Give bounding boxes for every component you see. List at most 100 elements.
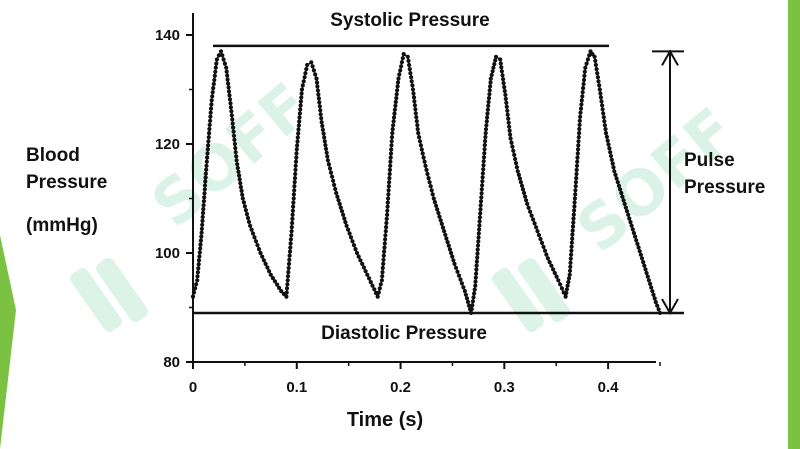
waveform-point: [313, 72, 318, 77]
waveform-point: [438, 218, 443, 223]
waveform-point: [386, 188, 391, 193]
waveform-point: [415, 123, 420, 128]
waveform-point: [425, 171, 430, 177]
waveform-point: [211, 81, 216, 87]
waveform-point: [490, 69, 495, 74]
waveform-point: [315, 84, 320, 89]
waveform-point: [377, 286, 382, 291]
waveform-point: [250, 231, 256, 236]
waveform-point: [479, 195, 484, 200]
waveform-point: [360, 261, 365, 266]
waveform-point: [293, 167, 298, 172]
waveform-point: [294, 147, 299, 152]
waveform-point: [315, 88, 320, 93]
waveform-point: [253, 239, 259, 244]
waveform-point: [285, 274, 291, 279]
waveform-point: [295, 135, 300, 140]
y-axis-label-line2: Pressure: [26, 172, 108, 193]
waveform-point: [194, 282, 199, 287]
waveform-point: [380, 270, 385, 275]
waveform-point: [593, 58, 598, 64]
waveform-point: [212, 73, 217, 78]
waveform-point: [506, 116, 511, 121]
waveform-point: [610, 161, 615, 166]
waveform-point: [578, 114, 583, 119]
waveform-point: [487, 88, 492, 93]
waveform-point: [464, 296, 470, 301]
waveform-point: [487, 92, 492, 97]
waveform-point: [411, 95, 417, 100]
waveform-point: [203, 179, 208, 184]
waveform-point: [459, 281, 464, 286]
waveform-point: [203, 171, 208, 176]
waveform-point: [576, 139, 581, 144]
waveform-point: [275, 282, 280, 287]
waveform-point: [475, 247, 480, 252]
waveform-point: [208, 106, 214, 111]
diastolic-pressure-label: Diastolic Pressure: [321, 323, 487, 344]
waveform-point: [575, 147, 581, 152]
waveform-point: [291, 192, 296, 197]
waveform-point: [195, 270, 200, 275]
waveform-point: [290, 212, 295, 217]
waveform-point: [643, 267, 648, 272]
waveform-point: [297, 115, 302, 120]
waveform-point: [316, 92, 321, 97]
waveform-point: [522, 190, 527, 196]
waveform-point: [458, 277, 463, 282]
waveform-point: [463, 292, 468, 297]
waveform-point: [603, 127, 608, 132]
waveform-point: [574, 176, 579, 181]
waveform-point: [347, 231, 352, 236]
waveform-point: [498, 61, 503, 66]
waveform-point: [258, 250, 263, 256]
waveform-point: [318, 108, 323, 113]
waveform-point: [417, 135, 422, 140]
waveform-point: [206, 135, 211, 140]
waveform-point: [514, 165, 520, 170]
waveform-point: [248, 223, 253, 228]
waveform-point: [566, 280, 571, 285]
waveform-point: [291, 196, 296, 201]
waveform-point: [389, 139, 394, 144]
waveform-point: [484, 119, 489, 124]
waveform-point: [201, 199, 206, 204]
waveform-point: [291, 200, 296, 205]
waveform-point: [503, 92, 508, 97]
waveform-point: [563, 294, 568, 299]
waveform-point: [299, 95, 304, 100]
waveform-point: [526, 205, 531, 210]
waveform-point: [268, 272, 273, 277]
waveform-point: [323, 146, 329, 151]
waveform-point: [602, 119, 607, 124]
waveform-point: [376, 290, 381, 295]
waveform-point: [541, 244, 546, 249]
waveform-point: [332, 182, 337, 187]
waveform-point: [569, 248, 574, 253]
waveform-point: [208, 118, 213, 123]
waveform-point: [216, 53, 221, 58]
waveform-point: [342, 216, 347, 221]
waveform-point: [293, 159, 299, 164]
waveform-point: [472, 291, 477, 296]
waveform-point: [531, 217, 536, 222]
waveform-point: [429, 188, 434, 193]
waveform-point: [492, 62, 497, 67]
waveform-point: [256, 247, 262, 252]
waveform-point: [368, 280, 373, 285]
waveform-point: [595, 75, 601, 80]
waveform-point: [471, 295, 476, 300]
waveform-point: [480, 175, 485, 180]
waveform-point: [456, 273, 462, 278]
waveform-point: [375, 294, 380, 299]
waveform-point: [197, 254, 202, 259]
waveform-point: [598, 95, 604, 100]
waveform-point: [600, 103, 605, 108]
waveform-point: [534, 225, 539, 230]
waveform-point: [507, 128, 512, 133]
waveform-point: [483, 135, 488, 140]
waveform-point: [573, 184, 578, 189]
waveform-point: [286, 270, 291, 275]
waveform-point: [624, 209, 630, 214]
